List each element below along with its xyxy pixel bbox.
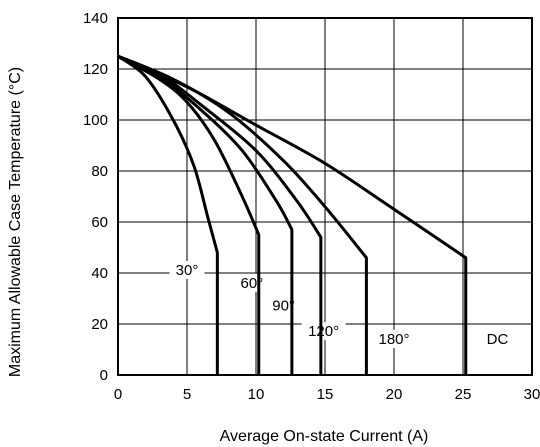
curve-label: 120°	[308, 323, 339, 340]
y-tick-label: 140	[83, 10, 108, 27]
grid	[117, 17, 533, 376]
series-line	[117, 54, 261, 375]
y-axis-title: Maximum Allowable Case Temperature (°C)	[7, 67, 24, 377]
x-tick-label: 15	[317, 386, 334, 403]
curve-label-background	[234, 273, 270, 292]
curve-label-background	[169, 261, 205, 279]
x-tick-label: 25	[455, 386, 472, 403]
y-tick-label: 20	[91, 316, 108, 333]
curve-label: 30°	[176, 262, 199, 279]
series-line	[117, 54, 294, 375]
y-tick-label: 100	[83, 112, 108, 129]
curve-label-background	[372, 329, 416, 348]
series-line	[117, 55, 219, 375]
curve-label: 60°	[241, 275, 264, 292]
y-tick-label: 60	[91, 214, 108, 231]
curve-label-background	[484, 329, 511, 348]
series-line	[117, 54, 468, 375]
x-tick-label: 0	[114, 386, 122, 403]
x-tick-label: 5	[183, 386, 191, 403]
y-axis-ticks: 0 20 40 60 80 100 120 140	[83, 10, 108, 384]
y-tick-label: 0	[100, 367, 108, 384]
curve-label: 180°	[378, 331, 409, 348]
x-tick-label: 20	[386, 386, 403, 403]
x-axis-title: Average On-state Current (A)	[220, 428, 429, 445]
curve-label-backgrounds	[169, 261, 511, 348]
x-tick-label: 30	[524, 386, 540, 403]
curve-label-background	[301, 322, 346, 341]
x-axis-ticks: 0 5 10 15 20 25 30	[114, 386, 540, 403]
curve-label: DC	[487, 331, 509, 348]
curve-labels: 30° 60° 90° 120° 180° DC	[176, 262, 509, 348]
plot-frame	[117, 17, 533, 376]
curves	[117, 54, 468, 375]
y-tick-label: 40	[91, 265, 108, 282]
y-tick-label: 120	[83, 61, 108, 78]
x-tick-label: 10	[248, 386, 265, 403]
curve-label: 90°	[272, 298, 295, 315]
y-tick-label: 80	[91, 163, 108, 180]
